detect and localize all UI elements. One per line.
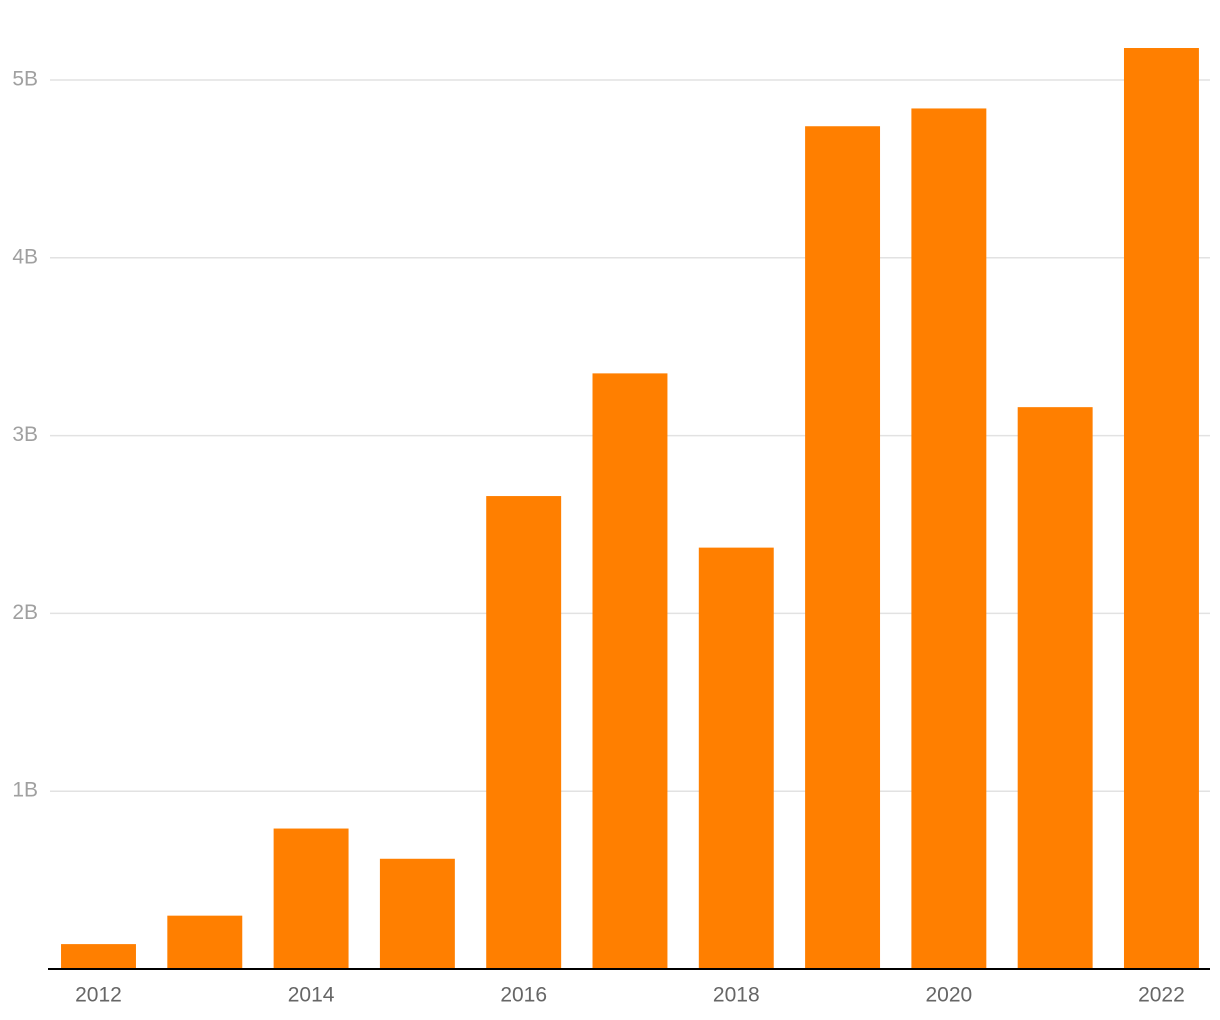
bar	[273, 828, 349, 969]
x-tick-label: 2012	[75, 984, 122, 1007]
y-tick-label: 4B	[12, 245, 38, 268]
x-tick-label: 2016	[500, 984, 547, 1007]
bar	[1123, 48, 1199, 970]
bar	[486, 496, 562, 969]
y-tick-label: 5B	[12, 68, 38, 91]
bar	[1017, 407, 1093, 969]
bar	[805, 126, 881, 969]
bar	[911, 108, 987, 969]
x-tick-label: 2022	[1138, 984, 1185, 1007]
x-tick-label: 2020	[926, 984, 973, 1007]
y-tick-label: 1B	[12, 779, 38, 802]
bar	[379, 858, 455, 969]
bar	[61, 944, 136, 969]
y-tick-label: 3B	[12, 423, 38, 446]
x-tick-label: 2018	[713, 984, 760, 1007]
bar	[167, 915, 243, 969]
y-tick-label: 2B	[12, 601, 38, 624]
bar	[592, 373, 668, 969]
x-tick-label: 2014	[288, 984, 335, 1007]
bar	[698, 547, 774, 969]
